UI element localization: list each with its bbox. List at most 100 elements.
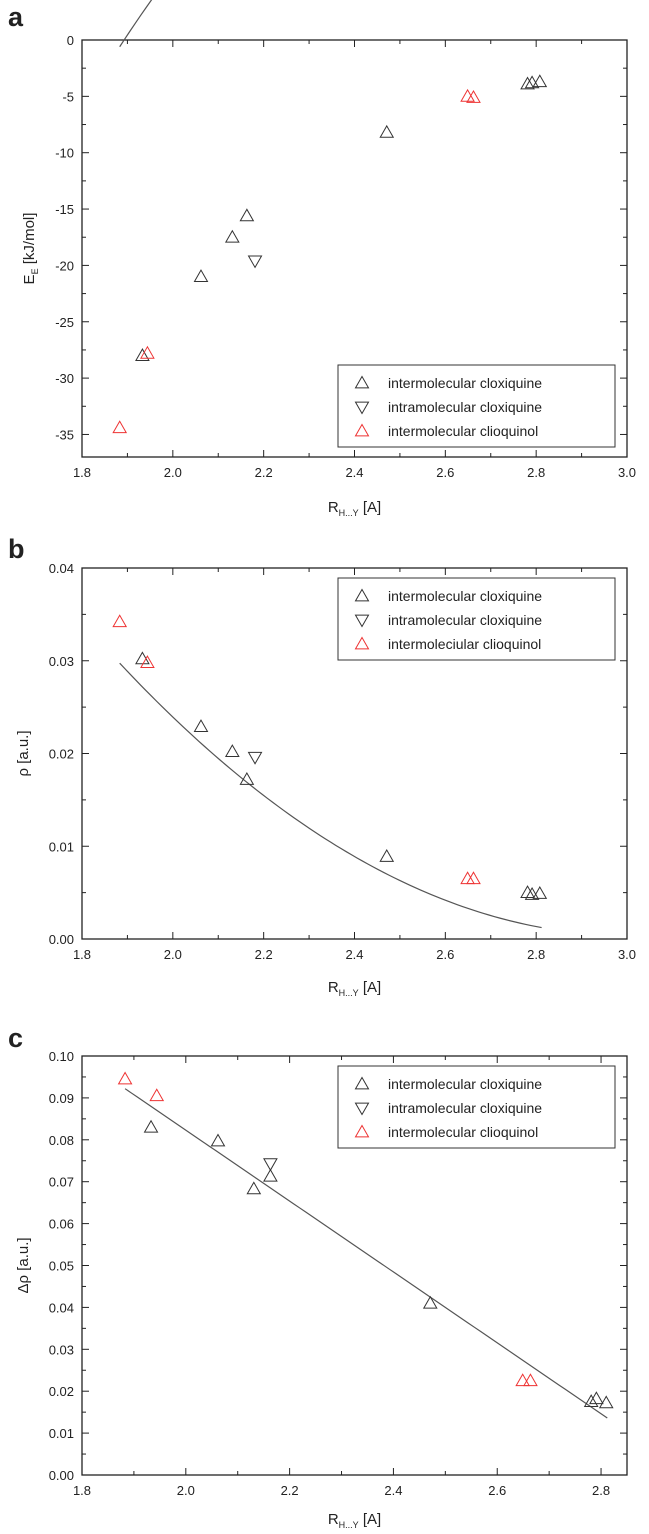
legend-label: intermolecular clioquinol — [388, 423, 538, 439]
data-point — [598, 1395, 614, 1409]
y-tick-label: -35 — [55, 427, 74, 442]
y-tick-label: -15 — [55, 202, 74, 217]
y-tick-label: 0.01 — [49, 839, 74, 854]
data-point — [246, 1181, 262, 1195]
data-point — [466, 89, 481, 103]
legend-label: intermolecular cloxiquine — [388, 588, 542, 604]
data-point — [135, 348, 150, 361]
y-axis-label: Δρ [a.u.] — [15, 1237, 32, 1293]
y-tick-label: 0.00 — [49, 1468, 74, 1483]
x-tick-label: 2.6 — [488, 1483, 506, 1498]
legend-marker — [354, 614, 370, 628]
data-point — [532, 886, 548, 899]
x-tick-label: 2.0 — [164, 465, 182, 480]
data-point — [422, 1295, 438, 1309]
legend-marker — [354, 588, 370, 602]
y-tick-label: 0.02 — [49, 747, 74, 762]
data-point — [135, 651, 150, 665]
data-point — [149, 1088, 165, 1102]
y-axis-label-main: ρ — [15, 768, 32, 777]
data-point — [224, 229, 240, 243]
y-axis-label: ρ [a.u.] — [15, 730, 32, 776]
data-point — [263, 1168, 278, 1182]
legend-box — [337, 364, 616, 448]
data-point — [247, 751, 263, 765]
y-tick-label: 0 — [67, 33, 74, 48]
x-tick-label: 2.8 — [592, 1483, 610, 1498]
y-tick-label: 0.02 — [49, 1384, 74, 1399]
y-tick-label: 0.09 — [49, 1091, 74, 1106]
data-point — [140, 655, 155, 668]
y-tick-label: -20 — [55, 258, 74, 273]
series-1 — [263, 1158, 278, 1172]
fit-curve — [119, 662, 542, 929]
series-2 — [112, 88, 481, 434]
x-tick-label: 2.4 — [384, 1483, 402, 1498]
y-tick-label: 0.08 — [49, 1133, 74, 1148]
legend-marker — [354, 636, 370, 650]
data-point — [210, 1133, 226, 1147]
y-tick-label: 0.04 — [49, 561, 74, 576]
y-tick-label: -25 — [55, 315, 74, 330]
data-point — [112, 420, 128, 434]
y-tick-label: 0.06 — [49, 1217, 74, 1232]
data-point — [520, 885, 535, 898]
y-axis-label-main: E — [21, 274, 38, 284]
panel-letter: b — [8, 534, 25, 564]
y-tick-label: -30 — [55, 371, 74, 386]
data-point — [224, 744, 240, 758]
legend-label: intermolecular cloxiquine — [388, 1076, 542, 1092]
x-tick-label: 3.0 — [618, 947, 636, 962]
chart-panel-c: c 1.8 2.0 2.2 2.4 2.6 2.8 0.00 0.01 0.02 0.03 0.04 0… — [8, 1023, 628, 1530]
series-1 — [247, 255, 263, 269]
x-axis-label-main: R — [328, 1511, 339, 1528]
x-tick-label: 2.0 — [164, 947, 182, 962]
legend-marker — [354, 401, 370, 415]
x-axis-label-main: R — [328, 499, 339, 516]
legend-label: intramolecular cloxiquine — [388, 1100, 542, 1116]
x-axis-label-unit: [A] — [359, 979, 382, 996]
y-tick-label: 0.03 — [49, 654, 74, 669]
legend-box — [337, 1065, 616, 1149]
x-tick-label: 2.0 — [177, 1483, 195, 1498]
x-axis-label-sub: H...Y — [339, 508, 359, 518]
x-axis-label-main: R — [328, 979, 339, 996]
x-tick-label: 3.0 — [618, 465, 636, 480]
x-tick-label: 1.8 — [73, 947, 91, 962]
chart-panel-b: b 1.8 2.0 2.2 2.4 2.6 2.8 3.0 0.00 0.01 0.02 0.03 0.… — [8, 534, 636, 998]
y-tick-label: 0.10 — [49, 1049, 74, 1064]
data-point — [524, 886, 540, 900]
y-axis-label-unit: [a.u.] — [15, 1237, 32, 1275]
x-tick-label: 1.8 — [73, 1483, 91, 1498]
x-tick-label: 2.6 — [436, 947, 454, 962]
y-tick-label: 0.05 — [49, 1259, 74, 1274]
x-axis-label: RH...Y [A] — [328, 1511, 381, 1530]
data-point — [247, 255, 263, 269]
x-tick-label: 2.2 — [255, 947, 273, 962]
x-axis-label-unit: [A] — [359, 1511, 382, 1528]
data-point — [193, 719, 209, 732]
legend-label: intramolecular cloxiquine — [388, 612, 542, 628]
data-point — [532, 74, 548, 88]
x-axis-label-sub: H...Y — [339, 1520, 359, 1530]
y-tick-label: 0.07 — [49, 1175, 74, 1190]
y-tick-label: 0.01 — [49, 1426, 74, 1441]
data-point — [239, 208, 255, 222]
data-point — [524, 75, 540, 89]
data-point — [589, 1391, 604, 1405]
fit-curve — [124, 1088, 608, 1419]
y-axis-label-unit: [kJ/mol] — [21, 213, 38, 269]
y-axis-label-main: Δρ — [15, 1275, 32, 1294]
x-tick-label: 2.2 — [255, 465, 273, 480]
y-tick-label: -10 — [55, 146, 74, 161]
y-tick-label: -5 — [62, 89, 74, 104]
y-axis-label: EE [kJ/mol] — [21, 213, 40, 285]
y-tick-label: 0.00 — [49, 932, 74, 947]
x-tick-label: 2.6 — [436, 465, 454, 480]
x-tick-label: 1.8 — [73, 465, 91, 480]
legend-marker — [354, 1102, 370, 1116]
x-axis-label: RH...Y [A] — [328, 979, 381, 998]
series-1 — [247, 751, 263, 765]
